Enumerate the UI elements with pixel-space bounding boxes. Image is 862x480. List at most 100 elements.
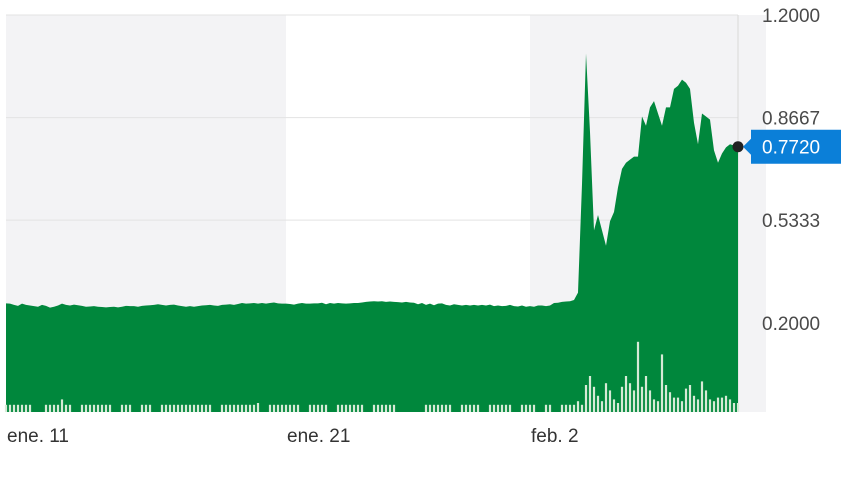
volume-bar (228, 404, 232, 412)
volume-bar (288, 404, 292, 412)
volume-bar (724, 395, 728, 412)
volume-bar (572, 404, 576, 412)
volume-bar (608, 390, 612, 412)
volume-bar (88, 404, 92, 412)
y-axis: 1.2000 0.8667 0.5333 0.2000 (762, 6, 820, 335)
volume-bar (252, 404, 256, 412)
volume-bar (48, 404, 52, 412)
volume-bar (20, 404, 24, 412)
volume-bar (160, 404, 164, 412)
volume-bar (428, 404, 432, 412)
volume-bar (596, 395, 600, 412)
volume-bar (492, 404, 496, 412)
volume-bar (716, 397, 720, 412)
volume-bar (680, 401, 684, 412)
volume-bar (468, 404, 472, 412)
volume-bar (180, 404, 184, 412)
volume-bar (144, 404, 148, 412)
volume-bar (172, 404, 176, 412)
volume-bar (296, 404, 300, 412)
current-value-marker (732, 141, 744, 153)
volume-bar (308, 404, 312, 412)
volume-bar (736, 403, 740, 412)
volume-bar (220, 404, 224, 412)
volume-bar (236, 404, 240, 412)
volume-bar (600, 401, 604, 412)
volume-bar (460, 404, 464, 412)
volume-bar (628, 383, 632, 412)
volume-bar (24, 404, 28, 412)
volume-bar (672, 397, 676, 412)
volume-bar (240, 404, 244, 412)
volume-bar (652, 399, 656, 412)
volume-bar (720, 397, 724, 412)
price-area-layer (6, 53, 738, 412)
volume-bar (372, 404, 376, 412)
volume-bar (648, 390, 652, 412)
volume-bar (624, 376, 628, 412)
volume-bar (504, 404, 508, 412)
volume-bar (316, 404, 320, 412)
volume-bar (208, 404, 212, 412)
volume-bar (324, 404, 328, 412)
volume-bar (616, 403, 620, 412)
volume-bar (92, 404, 96, 412)
y-tick-label: 0.5333 (762, 211, 820, 232)
volume-bar (508, 404, 512, 412)
current-value-label: 0.7720 (762, 138, 820, 159)
volume-bar (44, 404, 48, 412)
volume-bar (592, 386, 596, 412)
x-tick-label: feb. 2 (531, 426, 579, 447)
volume-bar (192, 404, 196, 412)
volume-bar (256, 403, 260, 412)
volume-bar (340, 404, 344, 412)
volume-bar (224, 404, 228, 412)
volume-bar (728, 399, 732, 412)
volume-bar (656, 401, 660, 412)
volume-bar (56, 404, 60, 412)
volume-bar (352, 404, 356, 412)
y-tick-label: 1.2000 (762, 6, 820, 27)
volume-bar (96, 404, 100, 412)
volume-bar (668, 392, 672, 412)
volume-bar (16, 404, 20, 412)
volume-bar (568, 404, 572, 412)
volume-bar (708, 399, 712, 412)
y-tick-label: 0.2000 (762, 314, 820, 335)
volume-bar (704, 390, 708, 412)
volume-bar (380, 404, 384, 412)
volume-bar (544, 404, 548, 412)
volume-bar (336, 404, 340, 412)
volume-bar (196, 404, 200, 412)
volume-bar (344, 404, 348, 412)
volume-bar (80, 404, 84, 412)
volume-bar (636, 341, 640, 412)
volume-bar (440, 404, 444, 412)
volume-bar (548, 404, 552, 412)
price-area-series (6, 53, 738, 412)
volume-bar (204, 404, 208, 412)
volume-bar (4, 404, 8, 412)
volume-bar (424, 404, 428, 412)
volume-bar (392, 404, 396, 412)
volume-bar (520, 404, 524, 412)
volume-bar (128, 404, 132, 412)
volume-bar (108, 404, 112, 412)
x-tick-label: ene. 11 (7, 426, 69, 447)
volume-bar (60, 399, 64, 412)
volume-bar (124, 404, 128, 412)
volume-bar (176, 404, 180, 412)
volume-bar (292, 404, 296, 412)
volume-bar (524, 404, 528, 412)
volume-bar (188, 404, 192, 412)
y-tick-label: 0.8667 (762, 109, 820, 130)
volume-bar (640, 386, 644, 412)
volume-bar (660, 354, 664, 412)
volume-bar (348, 404, 352, 412)
volume-bars (4, 341, 740, 412)
volume-bar (244, 404, 248, 412)
volume-bar (168, 404, 172, 412)
volume-bar (732, 403, 736, 412)
